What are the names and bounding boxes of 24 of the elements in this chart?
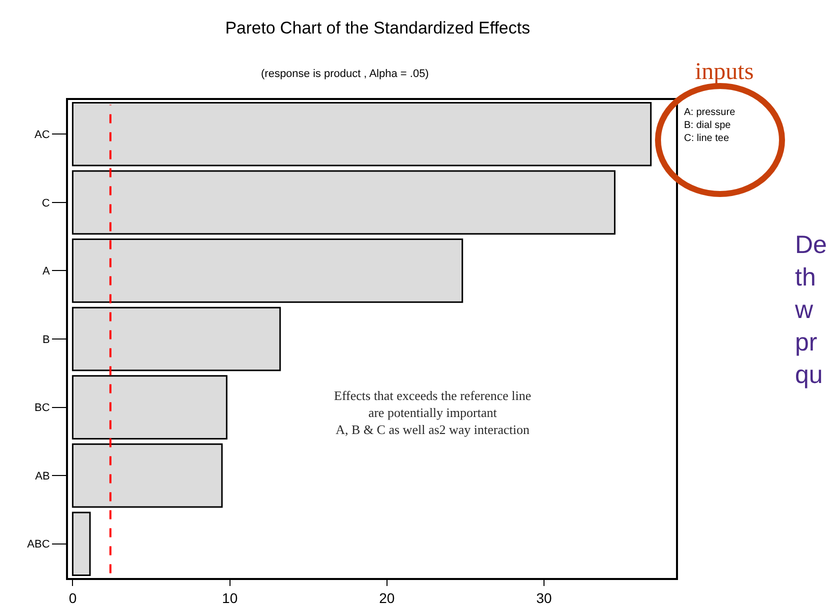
- chart-subtitle: (response is product , Alpha = .05): [261, 68, 429, 80]
- text: inputs: [695, 59, 754, 85]
- bar: [72, 512, 91, 576]
- y-tick-label: C: [42, 197, 50, 210]
- x-tick-label: 0: [68, 590, 77, 606]
- bar: [72, 170, 616, 235]
- bar: [72, 102, 652, 166]
- bar: [72, 238, 464, 303]
- y-tick-label: BC: [34, 402, 50, 414]
- x-tick-label: 10: [222, 590, 238, 606]
- y-tick-label: A: [42, 266, 50, 278]
- y-tick-label: AC: [34, 128, 50, 141]
- y-tick-label: ABC: [27, 538, 50, 551]
- text: De th w pr qu: [794, 231, 827, 389]
- y-tick-label: AB: [35, 470, 50, 482]
- x-tick-label: 20: [379, 590, 395, 606]
- text: A: pressure B: dial spe C: line tee: [684, 107, 736, 144]
- chart-title: Pareto Chart of the Standardized Effects: [225, 18, 530, 38]
- y-tick-label: B: [42, 334, 50, 346]
- x-tick-label: 30: [536, 590, 552, 606]
- bar: [72, 375, 228, 440]
- bar: [72, 443, 223, 508]
- annotation: Effects that exceeds the reference line are potentially important A, B & C as well as2 way interaction: [334, 388, 532, 437]
- bar: [72, 306, 281, 372]
